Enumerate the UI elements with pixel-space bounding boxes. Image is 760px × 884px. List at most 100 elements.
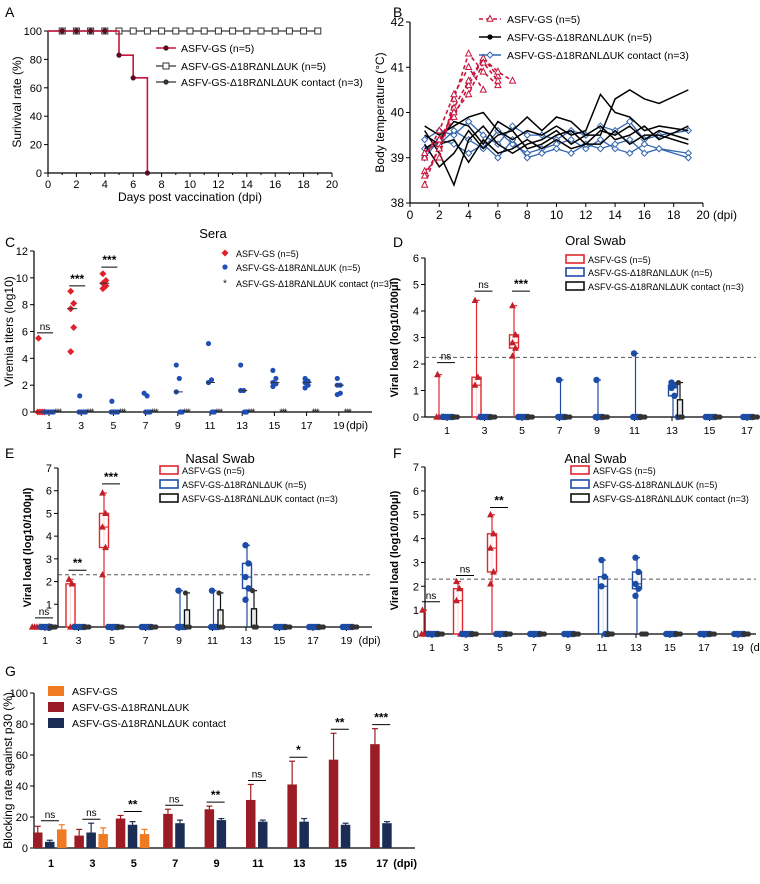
- survival-point: [314, 27, 322, 35]
- legend-text: ASFV-GS-Δ18RΔNLΔUK (n=5): [182, 480, 306, 490]
- y-tick-label: 80: [30, 54, 42, 66]
- significance-label: ns: [478, 280, 489, 291]
- legend-text: ASFV-GS (n=5): [588, 255, 651, 265]
- data-point: [555, 376, 563, 384]
- data-point: [642, 414, 648, 420]
- temperature-point: [479, 85, 488, 93]
- panel-label: B: [393, 4, 402, 20]
- x-tick-label: 11: [207, 635, 218, 647]
- temperature-point: [420, 135, 429, 144]
- x-tick-label: 11: [205, 420, 216, 432]
- legend-marker: [486, 14, 494, 22]
- x-tick-label: 2: [436, 208, 443, 222]
- data-point: [216, 590, 222, 596]
- x-axis-label: (dpi): [393, 858, 417, 870]
- significance-label: ***: [374, 711, 388, 725]
- y-tick-label: 42: [391, 15, 405, 29]
- data-point: [99, 570, 106, 578]
- x-tick-label: 3: [482, 425, 488, 437]
- data-point: [144, 393, 150, 399]
- legend-text: ASFV-GS-Δ18RΔNLΔUK contact (n=3): [181, 77, 363, 89]
- x-tick-label: 15: [274, 635, 286, 647]
- x-tick-label: 3: [76, 635, 82, 647]
- significance-label: ***: [514, 277, 528, 291]
- data-point: [541, 631, 548, 637]
- temperature-line: [424, 124, 689, 187]
- y-tick-label: 60: [30, 83, 42, 95]
- legend-text: ASFV-GS: [72, 686, 118, 698]
- survival-point: [102, 28, 108, 34]
- x-tick-label: 5: [109, 635, 115, 647]
- data-point: [635, 585, 642, 592]
- legend-text: ASFV-GS-Δ18RΔNLΔUK (n=5): [236, 263, 360, 273]
- data-point: [643, 631, 650, 637]
- y-tick-label: 6: [413, 253, 419, 265]
- temperature-point: [508, 122, 517, 130]
- data-point: [604, 414, 611, 420]
- data-point: [99, 523, 106, 530]
- data-point: [439, 631, 445, 637]
- panel-label: G: [5, 663, 16, 679]
- legend-text: ASFV-GS (n=5): [593, 466, 656, 476]
- data-point: [270, 383, 276, 390]
- bar: [115, 818, 126, 848]
- y-tick-label: 6: [46, 486, 52, 498]
- data-point: [175, 587, 182, 594]
- legend-text: ASFV-GS-Δ18RΔNLΔUK (n=5): [181, 61, 326, 73]
- significance-label: ns: [441, 352, 452, 363]
- data-point: [632, 580, 639, 588]
- temperature-point: [464, 76, 473, 84]
- x-tick-label: 15: [704, 425, 716, 437]
- bar: [57, 829, 67, 848]
- data-point: [711, 631, 718, 637]
- data-point: [186, 624, 192, 630]
- y-axis-label: Body temperature (°C): [373, 52, 387, 172]
- y-tick-label: 8: [22, 300, 28, 312]
- legend-text: ASFV-GS-Δ18RΔNLΔUK (n=5): [593, 480, 717, 490]
- x-tick-label: 14: [608, 208, 622, 222]
- y-tick-label: 20: [16, 812, 28, 824]
- legend-text: ASFV-GS (n=5): [182, 466, 245, 476]
- data-point-star: *: [314, 408, 318, 419]
- x-tick-label: 17: [307, 635, 319, 647]
- x-tick-label: 4: [102, 179, 108, 191]
- panel-label: D: [393, 234, 403, 250]
- significance-label: ***: [70, 272, 84, 286]
- data-point: [176, 375, 182, 382]
- significance-label: ns: [426, 591, 437, 602]
- legend-marker: [221, 249, 229, 257]
- y-tick-label: 4: [413, 534, 419, 546]
- x-axis-label: (dpi): [750, 642, 760, 654]
- x-tick-label: 11: [252, 858, 264, 870]
- y-axis-label: Viral load (log10/100μl): [389, 490, 401, 610]
- x-tick-label: 20: [326, 179, 338, 191]
- data-point-star: *: [316, 408, 320, 419]
- data-point: [173, 362, 179, 368]
- x-tick-label: 9: [565, 642, 571, 654]
- data-point: [238, 362, 244, 368]
- survival-point: [285, 27, 293, 35]
- survival-point: [200, 27, 208, 35]
- temperature-point: [684, 154, 693, 162]
- survival-point: [130, 75, 136, 81]
- data-point: [567, 414, 573, 420]
- data-point: [490, 568, 497, 575]
- x-tick-label: 16: [638, 208, 652, 222]
- data-point-star: *: [344, 408, 348, 419]
- data-point-star: *: [86, 408, 90, 419]
- survival-point: [143, 27, 151, 35]
- data-point: [679, 414, 686, 420]
- survival-point: [300, 27, 308, 35]
- temperature-line: [424, 88, 689, 150]
- x-tick-label: 13: [293, 858, 305, 870]
- data-point: [287, 624, 293, 630]
- data-point: [671, 392, 678, 399]
- temperature-point: [494, 80, 502, 89]
- data-point: [77, 393, 83, 399]
- data-point: [575, 631, 582, 637]
- bar: [45, 841, 55, 848]
- temperature-point: [479, 131, 487, 139]
- significance-label: **: [128, 797, 138, 811]
- y-tick-label: 40: [30, 111, 42, 123]
